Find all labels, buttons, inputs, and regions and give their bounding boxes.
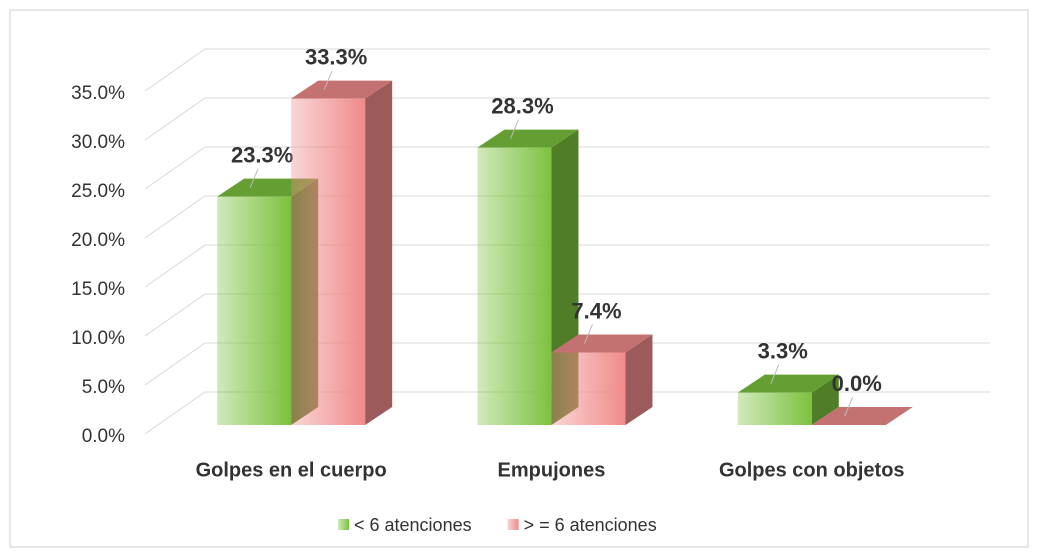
bar-top-shade: [811, 407, 913, 425]
leader-line: [323, 70, 333, 90]
bar-top: [477, 129, 579, 148]
y-tick-label: 10.0%: [71, 328, 125, 349]
value-label: 3.3%: [758, 338, 808, 363]
y-tick-label: 20.0%: [71, 230, 125, 251]
value-label: 23.3%: [231, 142, 293, 167]
bar-top-shade: [737, 374, 839, 393]
bar: [291, 98, 366, 425]
bar: [737, 392, 812, 425]
bar-top: [737, 374, 839, 393]
bar-top-shade: [551, 334, 653, 353]
bar-side: [365, 80, 393, 425]
x-tick-label: Empujones: [498, 459, 606, 481]
y-tick-label: 0.0%: [82, 426, 125, 447]
grid-diagonal: [144, 195, 206, 239]
value-label: 0.0%: [832, 371, 882, 396]
bar-side: [625, 334, 653, 425]
y-tick-label: 35.0%: [71, 83, 125, 104]
y-tick-label: 30.0%: [71, 132, 125, 153]
y-tick-label: 5.0%: [82, 377, 125, 398]
grid-diagonal: [144, 97, 206, 141]
leader-line: [509, 119, 519, 139]
bar-side-shade: [811, 374, 839, 425]
legend-label: > = 6 atenciones: [524, 515, 657, 535]
bar-top: [551, 334, 653, 353]
bar-side: [811, 374, 839, 425]
leader-line: [249, 168, 259, 188]
bar-side-shade: [365, 80, 393, 425]
bar: [477, 147, 552, 425]
x-tick-label: Golpes en el cuerpo: [196, 459, 387, 481]
bar-side-shade: [625, 334, 653, 425]
bar-top-shade: [291, 80, 393, 99]
grid-diagonal: [144, 342, 206, 386]
legend-label: < 6 atenciones: [354, 515, 472, 535]
y-tick-label: 15.0%: [71, 279, 125, 300]
grid-diagonal: [144, 293, 206, 337]
x-tick-label: Golpes con objetos: [719, 459, 905, 481]
value-label: 7.4%: [571, 298, 621, 323]
value-label: 28.3%: [491, 93, 553, 118]
legend-swatch: [507, 519, 519, 530]
grid-diagonal: [144, 146, 206, 190]
leader-line: [770, 364, 780, 384]
leader-line: [844, 396, 854, 417]
bar-top-shade: [477, 129, 579, 148]
bar-top: [811, 407, 913, 425]
leader-line: [583, 324, 593, 344]
bar-top: [291, 80, 393, 99]
bar: [551, 352, 626, 425]
value-label: 33.3%: [305, 44, 367, 69]
grid-diagonal: [144, 391, 206, 435]
y-tick-label: 25.0%: [71, 181, 125, 202]
grid-diagonal: [144, 244, 206, 288]
grid-diagonal: [144, 48, 206, 92]
bar: [217, 196, 292, 425]
legend-swatch: [338, 519, 349, 530]
